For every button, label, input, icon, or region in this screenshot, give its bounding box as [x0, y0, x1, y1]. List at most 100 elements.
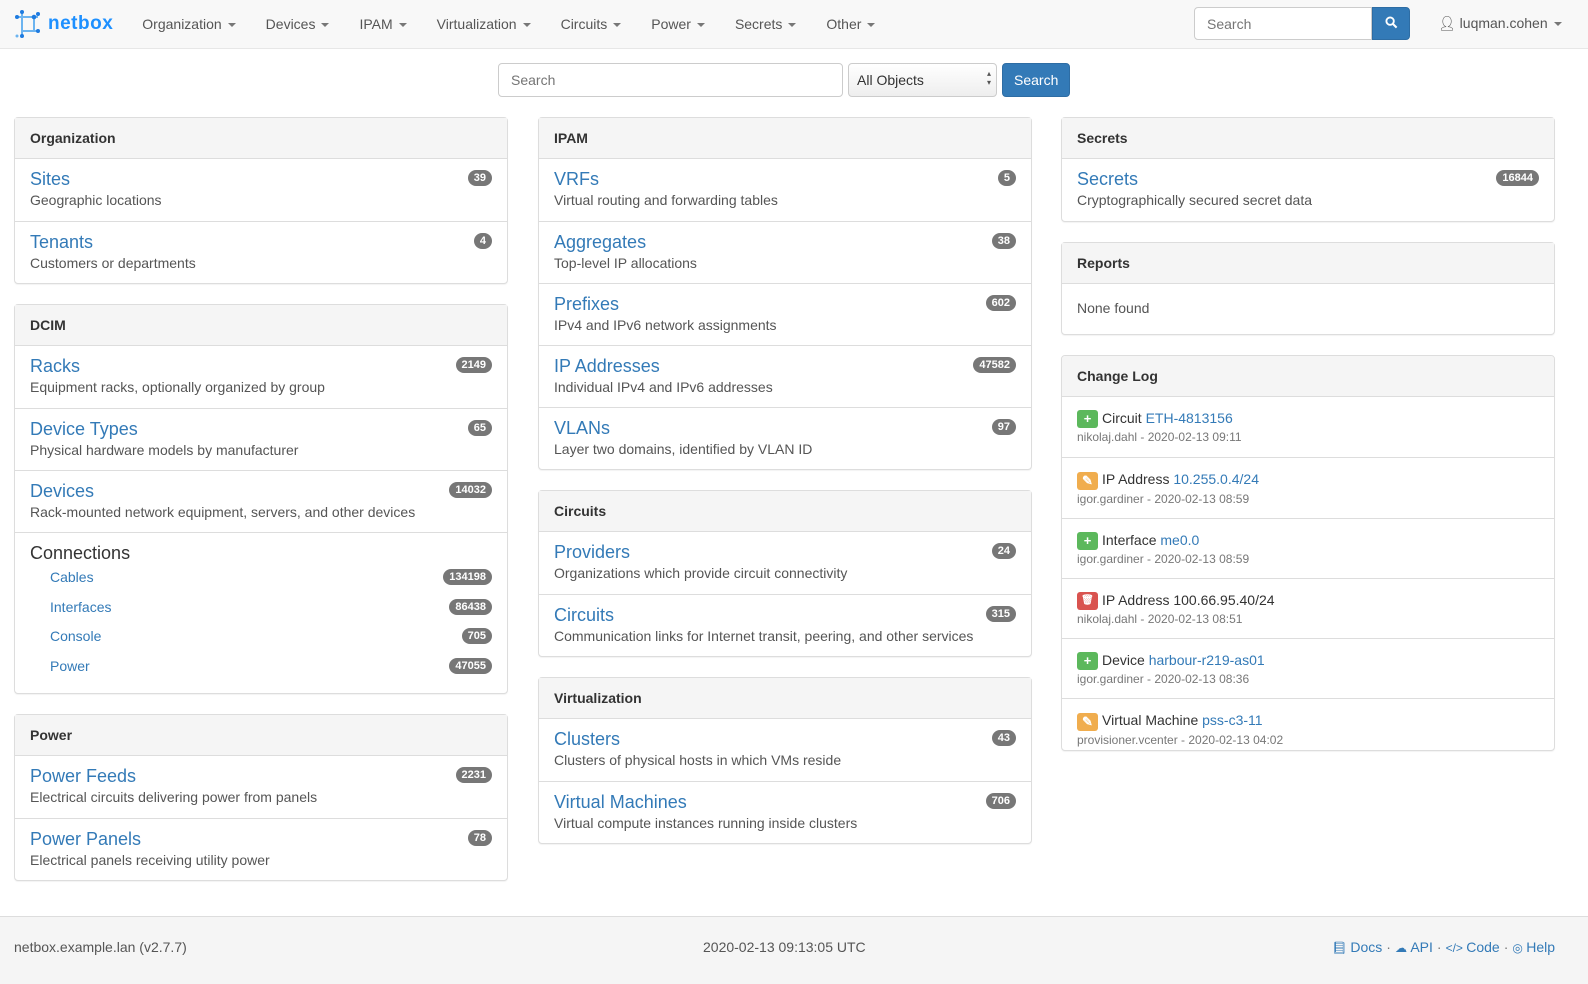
- object-type: Interface: [1102, 531, 1157, 548]
- footer-link-help[interactable]: ◎ Help: [1512, 939, 1555, 955]
- menu-devices[interactable]: Devices: [251, 16, 345, 32]
- life-ring-icon: ◎: [1512, 941, 1527, 955]
- item-link[interactable]: Device Types: [30, 419, 138, 439]
- panel-heading: Power: [15, 715, 507, 756]
- object-type-select[interactable]: All Objects: [848, 63, 997, 97]
- connection-link[interactable]: Cables: [50, 569, 94, 585]
- menu-label: Organization: [142, 16, 222, 32]
- menu-circuits[interactable]: Circuits: [546, 16, 637, 32]
- item-link[interactable]: Aggregates: [554, 232, 647, 252]
- item-link[interactable]: Sites: [30, 169, 71, 189]
- item-link[interactable]: IP Addresses: [554, 356, 660, 376]
- footer-link-docs[interactable]: 📘︎ Docs: [1332, 939, 1382, 955]
- changelog-entry: + Interface me0.0 igor.gardiner - 2020-02-…: [1062, 517, 1554, 578]
- item-link[interactable]: Power Feeds: [30, 766, 137, 786]
- user-menu[interactable]: 👤︎ luqman.cohen: [1438, 15, 1562, 32]
- item-link[interactable]: VLANs: [554, 418, 611, 438]
- object-link[interactable]: me0.0: [1160, 531, 1200, 548]
- count-badge: 47582: [973, 357, 1016, 373]
- global-search-button[interactable]: Search: [1002, 63, 1071, 97]
- menu-virtualization[interactable]: Virtualization: [422, 16, 546, 32]
- caret-down-icon: [867, 23, 876, 28]
- connection-link[interactable]: Interfaces: [50, 598, 112, 615]
- panel-reports: Reports None found: [1061, 242, 1555, 335]
- menu-power[interactable]: Power: [636, 16, 720, 32]
- connection-link[interactable]: Console: [50, 628, 102, 644]
- changelog-entry: 🗑︎ IP Address 100.66.95.40/24 nikolaj.dahl…: [1062, 577, 1554, 638]
- item-link[interactable]: Providers: [554, 542, 631, 562]
- caret-down-icon: [522, 23, 531, 28]
- global-search-input[interactable]: [498, 63, 843, 97]
- item-description: Layer two domains, identified by VLAN ID: [554, 441, 813, 457]
- item-description: Top-level IP allocations: [554, 255, 697, 271]
- footer-link-code[interactable]: </> Code: [1446, 939, 1500, 955]
- panel-heading: Virtualization: [539, 678, 1031, 719]
- list-item: Providers Organizations which provide cir…: [539, 532, 1031, 594]
- count-badge: 65: [467, 420, 492, 436]
- panel-secrets: Secrets Secrets Cryptographically secured …: [1061, 117, 1555, 222]
- count-badge: 706: [985, 793, 1016, 809]
- menu-label: Secrets: [734, 16, 783, 32]
- list-item: Aggregates Top-level IP allocations 38: [539, 221, 1031, 283]
- item-link[interactable]: VRFs: [554, 169, 599, 189]
- navbar-search-button[interactable]: [1372, 7, 1410, 40]
- footer-link-api[interactable]: ☁ API: [1395, 939, 1433, 955]
- count-badge: 2231: [455, 767, 492, 783]
- caret-down-icon: [788, 23, 797, 28]
- item-description: Customers or departments: [30, 255, 196, 271]
- create-icon: +: [1077, 410, 1098, 429]
- navbar-search-input[interactable]: [1194, 7, 1372, 40]
- item-description: Virtual compute instances running inside…: [554, 815, 858, 831]
- changelog-entry: + Circuit ETH-4813156 nikolaj.dahl - 2020-…: [1062, 397, 1554, 457]
- item-link[interactable]: Racks: [30, 356, 81, 376]
- menu-ipam[interactable]: IPAM: [344, 16, 421, 32]
- menu-secrets[interactable]: Secrets: [720, 16, 811, 32]
- item-link[interactable]: Power Panels: [30, 829, 142, 849]
- count-badge: 5: [997, 170, 1016, 186]
- menu-label: Other: [826, 16, 862, 32]
- menu-label: IPAM: [359, 16, 393, 32]
- changelog-meta: nikolaj.dahl - 2020-02-13 09:11: [1077, 430, 1242, 445]
- item-description: Electrical panels receiving utility powe…: [30, 852, 270, 868]
- item-link[interactable]: Clusters: [554, 729, 621, 749]
- main-menu: Organization Devices IPAM Virtualization Cir…: [127, 16, 890, 32]
- item-link[interactable]: Tenants: [30, 232, 94, 252]
- panel-virtualization: Virtualization Clusters Clusters of physic…: [538, 677, 1032, 844]
- list-item: Device Types Physical hardware models by …: [15, 408, 507, 470]
- create-icon: +: [1077, 531, 1098, 550]
- connections-heading: Connections: [30, 543, 131, 563]
- item-link[interactable]: Circuits: [554, 605, 615, 625]
- connection-link[interactable]: Power: [50, 657, 90, 674]
- object-link[interactable]: pss-c3-11: [1202, 712, 1263, 729]
- column-left: Organization Sites Geographic locations 39 T…: [14, 117, 508, 901]
- object-type: Circuit: [1102, 410, 1142, 426]
- item-description: Organizations which provide circuit conn…: [554, 565, 848, 581]
- count-badge: 134198: [443, 569, 492, 585]
- changelog-meta: igor.gardiner - 2020-02-13 08:59: [1077, 491, 1250, 506]
- count-badge: 602: [985, 295, 1016, 311]
- item-link[interactable]: Devices: [30, 481, 95, 501]
- menu-label: Circuits: [560, 16, 608, 32]
- object-type: Device: [1102, 652, 1145, 669]
- changelog-title: + Device harbour-r219-as01: [1077, 650, 1539, 671]
- panel-organization: Organization Sites Geographic locations 39 T…: [14, 117, 508, 284]
- item-link[interactable]: Virtual Machines: [554, 792, 687, 812]
- item-description: Geographic locations: [30, 192, 162, 208]
- panel-heading: Change Log: [1062, 356, 1554, 397]
- connection-item: Cables 134198: [30, 567, 492, 597]
- object-link[interactable]: 10.255.0.4/24: [1173, 471, 1259, 488]
- changelog-meta: igor.gardiner - 2020-02-13 08:59: [1077, 551, 1250, 566]
- object-link[interactable]: harbour-r219-as01: [1148, 652, 1265, 669]
- footer: netbox.example.lan (v2.7.7) 2020-02-13 0…: [0, 916, 1588, 984]
- item-link[interactable]: Prefixes: [554, 294, 620, 314]
- object-link[interactable]: ETH-4813156: [1145, 410, 1233, 426]
- item-description: Virtual routing and forwarding tables: [554, 192, 778, 208]
- brand-logo[interactable]: netbox: [14, 10, 113, 38]
- item-link[interactable]: Secrets: [1077, 169, 1139, 189]
- changelog-title: ✎ IP Address 10.255.0.4/24: [1077, 469, 1539, 490]
- menu-other[interactable]: Other: [811, 16, 890, 32]
- menu-organization[interactable]: Organization: [127, 16, 250, 32]
- panel-heading: IPAM: [539, 118, 1031, 159]
- code-icon: </>: [1445, 941, 1467, 955]
- changelog-entry: + Device harbour-r219-as01 igor.gardiner -…: [1062, 638, 1554, 698]
